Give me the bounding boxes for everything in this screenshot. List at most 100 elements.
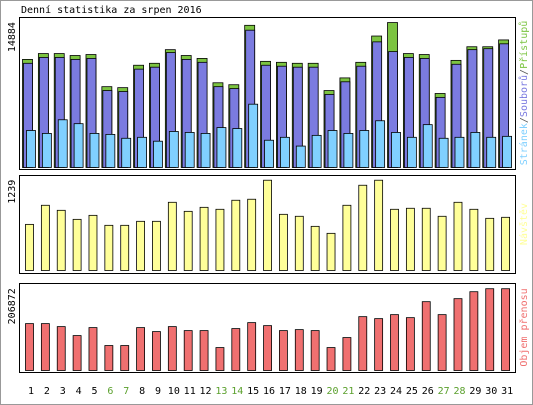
bar [294, 215, 304, 271]
bar [264, 139, 274, 168]
bar [40, 323, 50, 371]
legend: Objem přenosu [518, 288, 530, 366]
bar [501, 288, 511, 371]
bar [437, 215, 447, 271]
x-tick-label: 12 [200, 386, 212, 397]
bar [326, 232, 336, 271]
bar [104, 224, 114, 271]
bar [199, 206, 209, 271]
bar [120, 345, 130, 371]
bar [327, 130, 338, 168]
y-tick-label: 14884 [7, 22, 18, 52]
bar [406, 136, 417, 168]
x-tick-label: 10 [168, 386, 180, 397]
bar [421, 207, 431, 271]
bar [342, 204, 352, 271]
bar [343, 133, 354, 168]
bar [120, 224, 130, 271]
bar [88, 327, 98, 371]
bar [311, 134, 322, 168]
bar [294, 329, 304, 371]
x-tick-label: 7 [123, 386, 129, 397]
bar [105, 133, 116, 168]
bar [421, 301, 431, 371]
x-tick-label: 23 [374, 386, 386, 397]
y-tick-label: 1239 [7, 180, 18, 204]
x-tick-label: 3 [60, 386, 66, 397]
x-tick-label: 29 [469, 386, 481, 397]
bar [263, 325, 272, 371]
bar [25, 223, 34, 271]
bar [437, 314, 447, 371]
bar [153, 140, 163, 168]
bar [40, 204, 50, 271]
bar [72, 218, 82, 271]
x-tick-label: 17 [279, 386, 291, 397]
bar [216, 127, 227, 168]
x-tick-label: 25 [406, 386, 418, 397]
x-tick-label: 21 [342, 386, 354, 397]
x-tick-label: 22 [358, 386, 370, 397]
x-tick-label: 27 [438, 386, 450, 397]
x-tick-label: 1 [28, 386, 34, 397]
bar [57, 119, 68, 168]
bar [405, 317, 415, 371]
bar [183, 330, 193, 371]
bar [486, 136, 497, 168]
chart-title: Denní statistika za srpen 2016 [21, 4, 202, 16]
bar [215, 208, 225, 271]
bar [342, 337, 352, 371]
bar [88, 214, 98, 271]
bar [279, 213, 288, 271]
bar [502, 135, 513, 168]
x-tick-label: 30 [485, 386, 497, 397]
bar [152, 331, 161, 371]
bar [422, 124, 433, 168]
bar [438, 137, 449, 168]
y-tick-label: 206872 [7, 288, 18, 324]
x-tick-label: 31 [501, 386, 513, 397]
bar [26, 130, 36, 168]
x-tick-label: 9 [155, 386, 161, 397]
bar [453, 201, 463, 271]
legend-entry: Návštěv [518, 203, 530, 245]
bar [104, 345, 114, 371]
bar [390, 314, 399, 371]
bar [136, 220, 145, 271]
bar [215, 347, 225, 371]
bar [56, 326, 66, 371]
bar [200, 133, 211, 168]
bar [405, 207, 415, 271]
x-tick-label: 28 [453, 386, 465, 397]
x-tick-label: 4 [76, 386, 82, 397]
bar [183, 210, 193, 271]
bar [167, 326, 177, 371]
bar [25, 323, 34, 371]
bar [41, 133, 52, 168]
x-tick-label: 20 [327, 386, 339, 397]
bar [485, 217, 495, 271]
legend: Návštěv [518, 203, 530, 245]
bar [375, 120, 386, 168]
bar [470, 132, 481, 168]
x-tick-label: 8 [139, 386, 145, 397]
bar [358, 184, 368, 271]
bar [184, 132, 195, 168]
bar [248, 103, 259, 168]
bar [152, 220, 161, 271]
bar [485, 288, 495, 371]
bar [279, 330, 288, 371]
bar [137, 136, 147, 168]
legend-separator: / [519, 117, 530, 123]
bar [199, 330, 209, 371]
bar [89, 133, 100, 168]
x-tick-label: 26 [422, 386, 434, 397]
bar [247, 322, 257, 371]
bar [469, 208, 479, 271]
x-tick-label: 15 [247, 386, 259, 397]
bar [167, 201, 177, 271]
bar [374, 318, 384, 371]
legend-entry: Přístupů [518, 21, 530, 69]
x-tick-label: 5 [91, 386, 97, 397]
